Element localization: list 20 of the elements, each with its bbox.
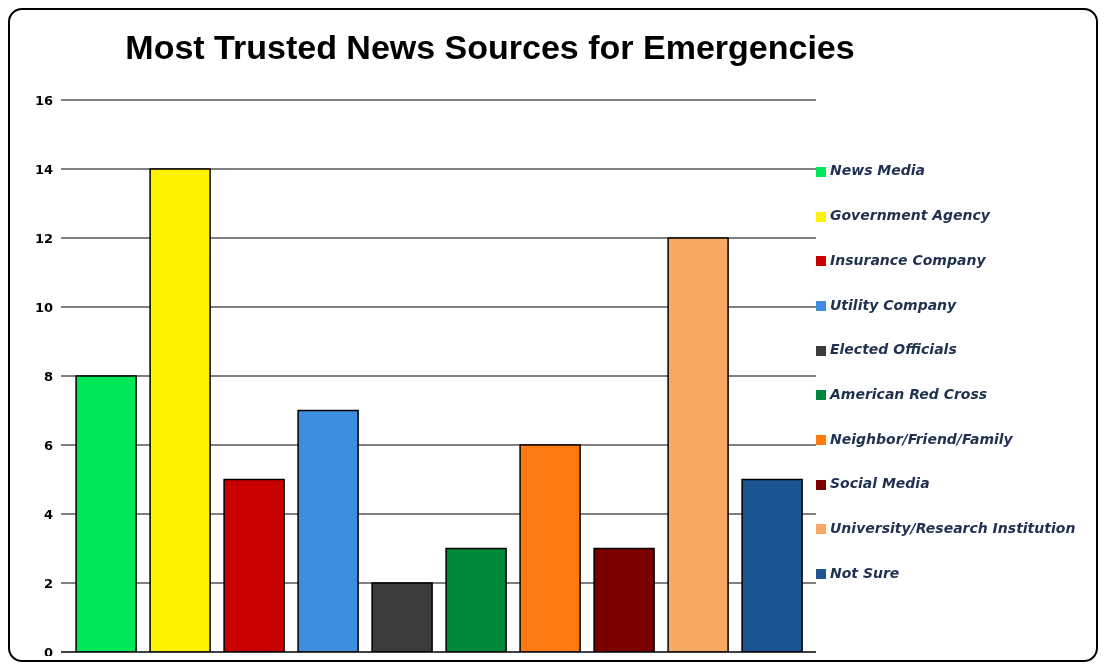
legend-label: Elected Officials: [830, 341, 957, 358]
legend-label: Insurance Company: [830, 251, 986, 268]
legend-label: University/Research Institution: [830, 520, 1076, 537]
legend-label: Social Media: [830, 475, 930, 492]
y-tick-label: 6: [43, 437, 53, 453]
y-tick-label: 0: [43, 644, 53, 660]
y-tick-label: 10: [34, 299, 53, 315]
legend-label: Not Sure: [830, 564, 900, 581]
legend-label: American Red Cross: [830, 386, 988, 402]
y-tick-label: 16: [34, 92, 53, 108]
chart-title: Most Trusted News Sources for Emergencies: [124, 28, 856, 67]
legend-label: Utility Company: [830, 296, 957, 313]
legend-label: News Media: [830, 162, 926, 179]
y-tick-label: 8: [43, 368, 53, 384]
y-tick-label: 12: [34, 230, 53, 246]
legend-label: Government Agency: [830, 207, 990, 224]
y-tick-label: 14: [34, 161, 53, 177]
legend-label: Neighbor/Friend/Family: [830, 430, 1013, 447]
y-tick-label: 2: [43, 575, 53, 591]
y-tick-label: 4: [43, 506, 53, 522]
